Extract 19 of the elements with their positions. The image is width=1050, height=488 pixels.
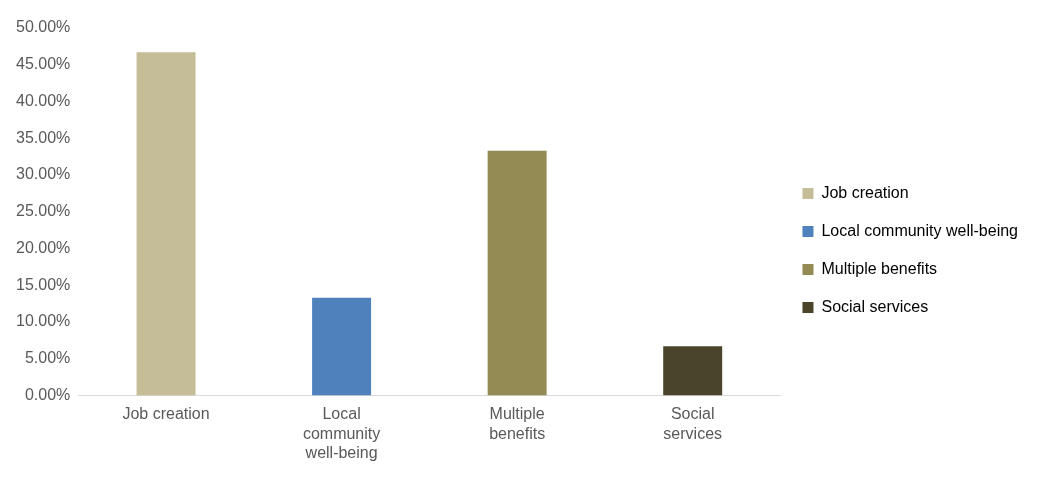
legend-label: Local community well-being	[821, 221, 1018, 239]
y-tick-label: 40.00%	[16, 91, 71, 109]
y-tick-label: 10.00%	[16, 312, 71, 330]
legend-label: Social services	[821, 297, 929, 315]
legend-label: Multiple benefits	[821, 259, 938, 277]
y-tick-label: 5.00%	[24, 349, 71, 367]
y-tick-label: 45.00%	[16, 55, 71, 73]
y-tick-label: 0.00%	[24, 385, 71, 403]
x-tick-label: Social services	[663, 405, 723, 442]
y-tick-label: 25.00%	[16, 202, 71, 220]
y-tick-label: 35.00%	[16, 128, 71, 146]
x-tick-label: Local community well-being	[302, 405, 381, 461]
y-tick-label: 20.00%	[16, 238, 71, 256]
y-tick-label: 30.00%	[16, 165, 71, 183]
y-tick-label: 15.00%	[16, 275, 71, 293]
legend-label: Job creation	[821, 183, 909, 201]
x-tick-label: Multiple benefits	[489, 405, 546, 442]
y-tick-label: 50.00%	[16, 18, 71, 36]
x-tick-label: Job creation	[122, 405, 210, 423]
